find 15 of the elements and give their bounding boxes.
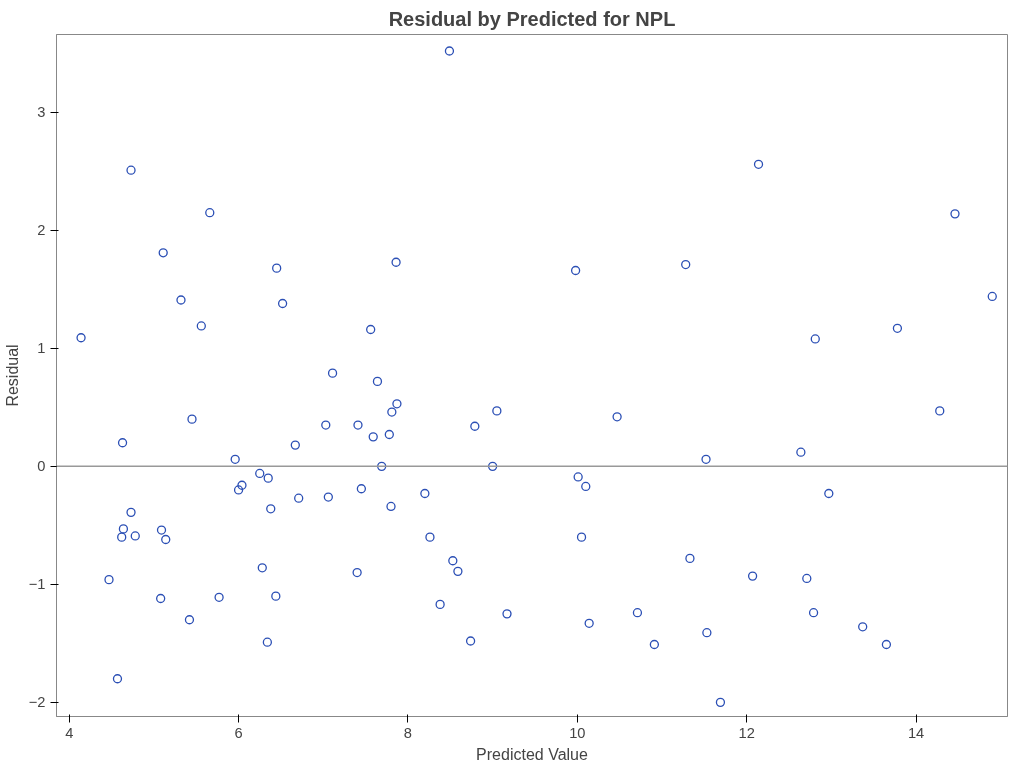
x-tick-label: 6 [234,724,243,741]
x-tick-label: 12 [738,724,755,741]
x-tick-label: 10 [569,724,586,741]
x-axis-title: Predicted Value [476,745,588,763]
x-tick-label: 14 [907,724,925,741]
y-tick-label: 1 [37,340,46,357]
x-tick-label: 4 [65,724,74,741]
y-tick-label: −2 [28,694,46,711]
y-axis-title: Residual [3,344,21,407]
y-tick-label: 3 [37,104,46,121]
x-tick-label: 8 [403,724,413,741]
y-tick-label: −1 [28,576,46,593]
y-tick-label: 2 [37,222,46,239]
y-tick-label: 0 [37,458,46,475]
chart-title: Residual by Predicted for NPL [388,7,676,30]
